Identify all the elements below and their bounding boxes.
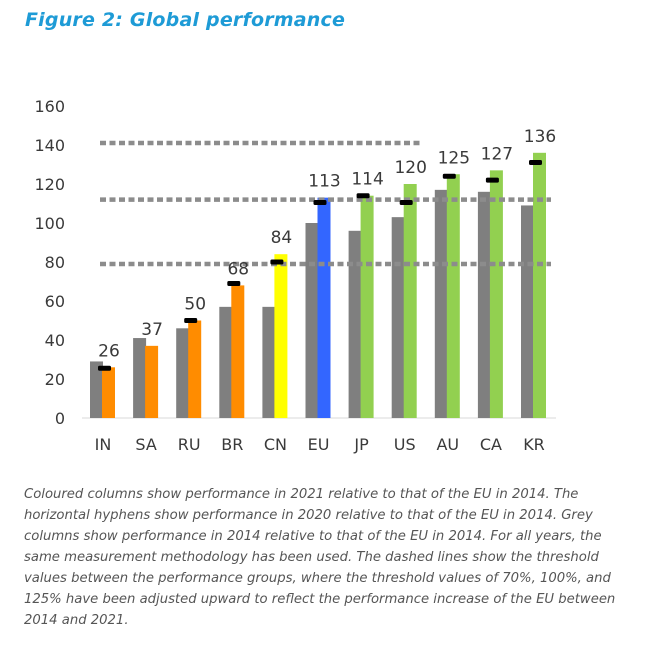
bar-chart: 0 20 40 60 80 100 120 140 160 26 37 50 68 84 113 114 120… — [34, 97, 556, 454]
value-label-cn: 84 — [271, 228, 293, 248]
x-tick-label-au: AU — [436, 435, 459, 454]
bar-2021-in — [102, 367, 115, 418]
bar-2021-au — [446, 174, 460, 418]
y-tick-label: 160 — [34, 97, 65, 116]
value-label-us: 120 — [394, 158, 426, 178]
bar-2021-ca — [489, 170, 503, 418]
x-tick-label-eu: EU — [308, 435, 330, 454]
bar-2021-br — [231, 285, 245, 418]
value-label-ru: 50 — [184, 295, 206, 315]
marker-2020-ca — [485, 177, 499, 183]
value-label-au: 125 — [438, 148, 470, 168]
marker-2020-br — [227, 280, 241, 286]
bar-2021-jp — [360, 195, 374, 418]
value-label-in: 26 — [98, 341, 120, 361]
x-tick-label-us: US — [394, 435, 416, 454]
marker-2020-eu — [313, 200, 327, 206]
bar-2014-us — [391, 217, 405, 418]
bar-2014-cn — [262, 306, 276, 418]
y-tick-label: 120 — [34, 175, 65, 194]
bar-2021-kr — [533, 152, 546, 419]
y-tick-label: 80 — [45, 253, 65, 272]
x-tick-label-ru: RU — [178, 435, 201, 454]
bar-2021-ru — [188, 320, 202, 418]
value-label-br: 68 — [227, 259, 249, 279]
value-label-sa: 37 — [141, 320, 163, 340]
y-tick-label: 140 — [34, 136, 65, 155]
marker-2020-in — [98, 365, 111, 371]
bar-2014-kr — [521, 205, 534, 418]
y-tick-label: 20 — [45, 370, 65, 389]
bar-2021-cn — [274, 254, 288, 418]
figure-title: Figure 2: Global performance — [25, 9, 346, 31]
y-tick-label: 40 — [45, 331, 65, 350]
value-label-jp: 114 — [351, 170, 383, 190]
x-tick-label-in: IN — [95, 435, 112, 454]
bar-2014-sa — [133, 338, 147, 418]
marker-2020-us — [399, 200, 413, 206]
value-label-kr: 136 — [524, 127, 556, 147]
y-tick-label: 0 — [55, 409, 65, 428]
value-label-ca: 127 — [481, 144, 513, 164]
bar-2014-in — [90, 361, 103, 418]
bar-2014-br — [219, 306, 233, 418]
bar-2014-au — [434, 189, 448, 418]
bar-2021-eu — [317, 197, 331, 418]
marker-2020-ru — [184, 318, 198, 323]
marker-2020-kr — [529, 160, 542, 166]
y-tick-label: 60 — [45, 292, 65, 311]
x-tick-label-br: BR — [221, 435, 243, 454]
bar-2021-sa — [145, 345, 159, 418]
bar-2021-us — [403, 184, 417, 418]
marker-2020-au — [442, 173, 456, 179]
bar-2014-jp — [348, 230, 362, 418]
bar-2014-ru — [176, 328, 190, 418]
x-tick-label-ca: CA — [480, 435, 502, 454]
y-tick-label: 100 — [34, 214, 65, 233]
figure-caption: Coloured columns show performance in 202… — [24, 487, 616, 628]
x-tick-label-sa: SA — [135, 435, 156, 454]
marker-2020-jp — [356, 193, 370, 199]
bar-2014-ca — [477, 191, 491, 418]
x-tick-label-kr: KR — [523, 435, 545, 454]
x-tick-label-jp: JP — [353, 435, 369, 454]
x-tick-label-cn: CN — [264, 435, 287, 454]
value-label-eu: 113 — [308, 172, 340, 192]
bar-2014-eu — [305, 223, 319, 418]
marker-2020-cn — [270, 259, 284, 265]
